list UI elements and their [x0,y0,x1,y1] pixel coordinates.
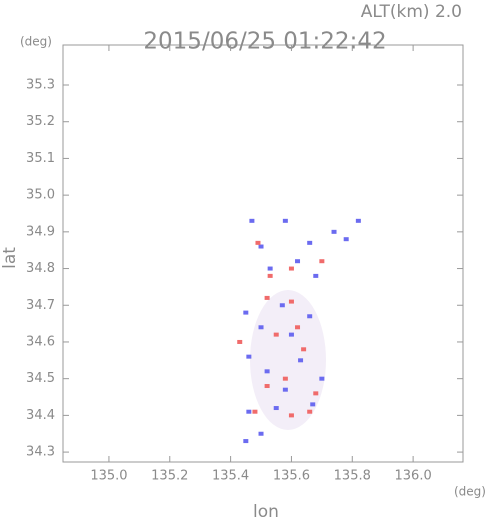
y-tick-label: 34.6 [26,334,55,349]
y-tick-label: 34.9 [26,224,55,239]
x-tick-label: 135.4 [212,469,249,484]
x-tick-label: 135.8 [334,469,371,484]
echo-point [310,402,316,407]
y-tick-label: 35.2 [26,114,55,129]
x-unit: (deg) [454,485,486,499]
echo-point [282,218,288,223]
echo-haze [250,290,326,430]
y-tick-label: 35.0 [26,188,55,203]
echo-point [313,391,319,396]
echo-point [301,347,307,352]
echo-point [288,413,294,418]
echo-point [273,332,279,337]
y-tick-label: 34.3 [26,445,55,460]
x-tick-label: 135.2 [151,469,188,484]
echo-point [288,332,294,337]
echo-point [298,358,304,363]
echo-point [307,409,313,414]
y-unit: (deg) [20,35,52,49]
y-tick-label: 34.5 [26,371,55,386]
x-tick-label: 136.0 [395,469,432,484]
echo-point [246,409,252,414]
echo-point [249,218,255,223]
echo-point [295,259,301,264]
y-tick-label: 34.8 [26,261,55,276]
echo-point [343,237,349,242]
x-tick-label: 135.0 [90,469,127,484]
y-axis-label: lat [0,247,20,269]
echo-point [243,439,249,444]
echo-point [313,273,319,278]
y-tick-label: 35.3 [26,78,55,93]
x-tick-label: 135.6 [273,469,310,484]
echo-point [264,369,270,374]
echo-point [267,266,273,271]
echo-point [282,387,288,392]
echo-point [279,303,285,308]
echo-point [307,240,313,245]
chart-title: 2015/06/25 01:22:42 [143,29,386,55]
y-tick-label: 34.4 [26,408,55,423]
plot-frame [62,44,464,463]
echo-point [319,259,325,264]
echo-point [258,244,264,249]
altitude-label: ALT(km) 2.0 [361,2,462,22]
echo-point [319,376,325,381]
echo-point [255,240,261,245]
echo-point [267,273,273,278]
echo-point [264,384,270,389]
x-axis-label: lon [253,502,279,521]
echo-point [288,266,294,271]
echo-point [282,376,288,381]
echo-point [295,325,301,330]
echo-point [258,431,264,436]
y-tick-label: 35.1 [26,151,55,166]
echo-point [331,229,337,234]
echo-point [355,218,361,223]
echo-point [264,295,270,300]
echo-point [237,339,243,344]
echo-point [246,354,252,359]
echo-point [288,299,294,304]
echo-point [258,325,264,330]
y-tick-label: 34.7 [26,298,55,313]
echo-point [307,314,313,319]
echo-point [252,409,258,414]
echo-point [243,310,249,315]
echo-point [273,406,279,411]
